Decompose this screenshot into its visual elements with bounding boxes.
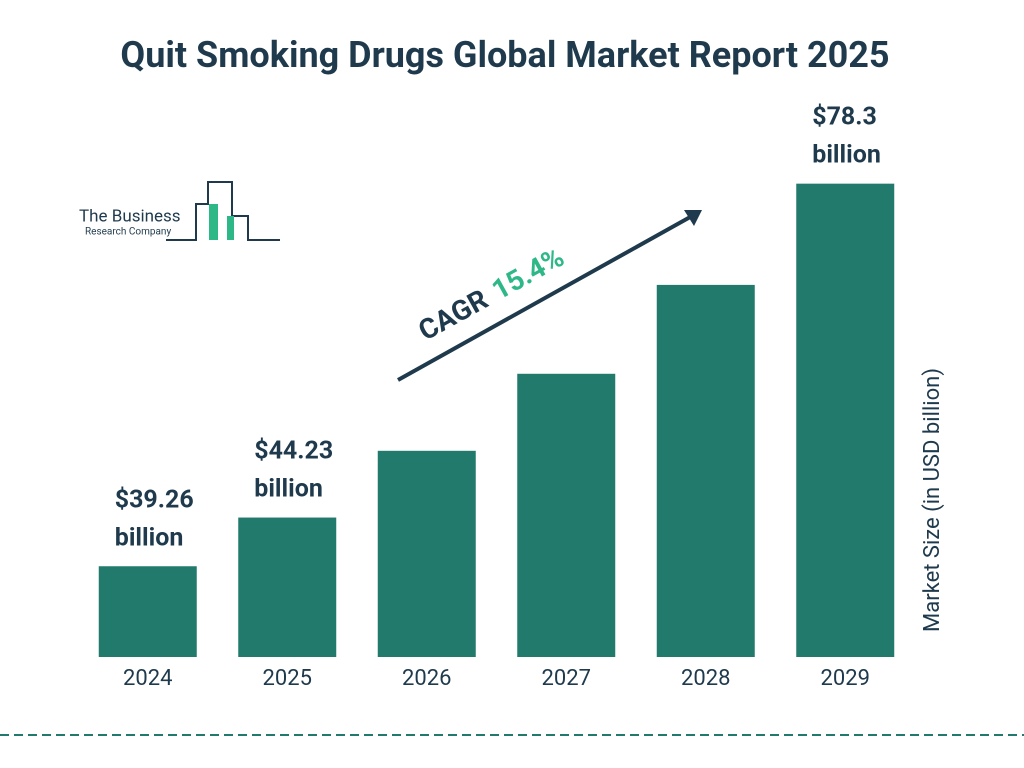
logo-text: The Business	[79, 206, 181, 226]
x-tick-label: 2024	[123, 666, 172, 691]
value-label-line: billion	[254, 474, 323, 503]
value-label: $78.3 billion	[812, 102, 883, 169]
value-label: $39.26 billion	[115, 485, 200, 552]
x-tick-label: 2025	[263, 666, 312, 691]
logo-bar	[209, 204, 218, 240]
cagr-arrowhead	[684, 210, 702, 226]
cagr-annotation: CAGR15.4%	[413, 241, 570, 348]
cagr-value: 15.4%	[486, 241, 569, 307]
cagr-label: CAGR	[413, 283, 494, 348]
logo-text: Research Company	[85, 227, 171, 238]
value-label-line: $39.26	[115, 485, 200, 514]
logo: The Business Research Company	[79, 181, 280, 241]
bar	[238, 517, 337, 657]
logo-bar	[227, 216, 234, 240]
logo-outline	[166, 181, 280, 241]
bar	[377, 450, 476, 657]
value-label-line: $78.3	[812, 102, 883, 131]
value-label: $44.23 billion	[254, 436, 339, 503]
value-label-line: billion	[812, 140, 881, 169]
x-tick-label: 2028	[681, 666, 730, 691]
bar	[796, 183, 895, 657]
bar	[98, 566, 197, 657]
value-label-line: $44.23	[254, 436, 339, 465]
x-tick-label: 2026	[402, 666, 451, 691]
value-label-line: billion	[115, 523, 184, 552]
x-tick-label: 2027	[542, 666, 591, 691]
bar	[656, 284, 755, 657]
cagr-arrow	[397, 214, 693, 382]
x-tick-label: 2029	[821, 666, 870, 691]
chart-title: Quit Smoking Drugs Global Market Report …	[120, 34, 890, 76]
y-axis-label: Market Size (in USD billion)	[920, 368, 945, 632]
bar	[517, 373, 616, 657]
